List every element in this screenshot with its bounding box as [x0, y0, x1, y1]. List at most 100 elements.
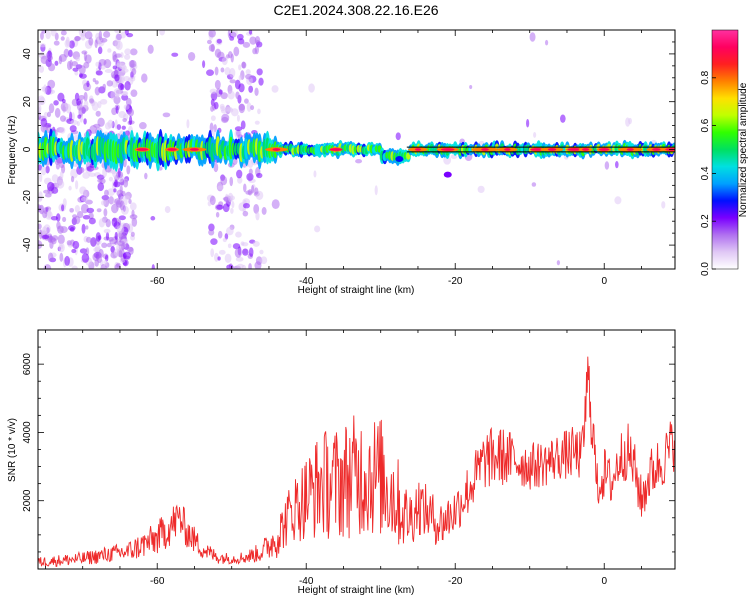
spectrogram-noise-blob — [106, 242, 112, 248]
spectrogram-noise-blob — [43, 111, 49, 119]
spectrogram-noise-blob — [248, 247, 254, 257]
spectrogram-noise-blob — [89, 98, 95, 104]
spectrogram-noise-blob — [246, 173, 254, 181]
spectrogram-noise-blob — [113, 188, 117, 193]
spectrogram-noise-blob — [209, 88, 217, 94]
spectrogram-noise-blob — [254, 87, 259, 96]
spectrogram-noise-blob — [221, 56, 228, 66]
colorbar-tick-label: 0.8 — [700, 70, 711, 84]
spectrogram-noise-blob — [47, 181, 55, 192]
spectrogram-noise-blob — [238, 74, 243, 81]
spectrogram-noise-blob — [45, 30, 51, 40]
spectrogram-noise-blob — [97, 182, 105, 192]
spectrogram-noise-blob — [230, 30, 238, 38]
spectrogram-x-tick-label: -40 — [299, 276, 314, 287]
spectrogram-hotspot-core — [504, 148, 511, 151]
spectrogram-noise-blob — [236, 33, 244, 41]
spectrogram-noise-blob — [209, 195, 216, 206]
spectrogram-noise-blob — [54, 107, 61, 118]
spectrogram-noise-blob — [83, 189, 87, 197]
snr-x-tick-label: -20 — [448, 576, 463, 587]
spectrogram-x-tick-label: -20 — [448, 276, 463, 287]
spectrogram-noise-blob — [100, 200, 106, 206]
spectrogram-noise-blob — [116, 225, 125, 234]
spectrogram-noise-blob — [214, 79, 221, 90]
spectrogram-noise-blob — [271, 85, 279, 93]
spectrogram-noise-blob — [237, 176, 243, 184]
spectrogram-noise-blob — [90, 238, 95, 247]
spectrogram-noise-blob — [355, 159, 363, 164]
spectrogram-noise-blob — [248, 85, 254, 93]
spectrogram-noise-blob — [246, 102, 252, 112]
spectrogram-noise-blob — [259, 249, 264, 255]
spectrogram-noise-blob — [100, 65, 106, 70]
spectrogram-noise-blob — [103, 228, 111, 234]
spectrogram-noise-blob — [120, 76, 124, 83]
spectrogram-noise-blob — [210, 115, 216, 121]
spectrogram-noise-blob — [220, 67, 225, 73]
spectrogram-noise-blob — [96, 208, 102, 213]
spectrogram-noise-blob — [253, 203, 260, 214]
spectrogram-noise-blob — [254, 187, 259, 195]
spectrogram-noise-blob — [72, 240, 80, 250]
spectrogram-noise-blob — [53, 100, 59, 106]
spectrogram-noise-blob — [469, 85, 473, 90]
spectrogram-noise-blob — [254, 120, 260, 125]
spectrogram-noise-blob — [41, 165, 47, 176]
spectrogram-noise-blob — [82, 172, 90, 179]
spectrogram-noise-blob — [224, 253, 232, 264]
spectrogram-noise-blob — [80, 196, 89, 202]
spectrogram-noise-blob — [98, 248, 104, 258]
spectrogram-noise-blob — [213, 101, 219, 110]
spectrogram-noise-blob — [125, 97, 132, 107]
spectrogram-noise-blob — [233, 46, 240, 57]
spectrogram-noise-blob — [110, 90, 115, 100]
spectrogram-x-label: Height of straight line (km) — [298, 285, 415, 296]
spectrogram-noise-blob — [70, 175, 75, 183]
spectrogram-noise-blob — [71, 112, 75, 121]
spectrogram-noise-blob — [98, 218, 105, 228]
spectrogram-noise-blob — [42, 234, 50, 240]
spectrogram-noise-blob — [43, 224, 51, 235]
snr-panel: -60 -40 -20 0 2000 4000 6000 Height of straigh… — [7, 329, 676, 596]
spectrogram-noise-blob — [105, 218, 111, 228]
spectrogram-noise-blob — [235, 91, 240, 100]
spectrogram-noise-blob — [78, 65, 86, 75]
spectrogram-noise-blob — [254, 261, 262, 269]
spectrogram-noise-blob — [120, 52, 124, 59]
spectrogram-noise-blob — [159, 30, 166, 36]
spectrogram-noise-blob — [236, 114, 240, 122]
spectrogram-noise-blob — [220, 92, 228, 100]
spectrogram-noise-blob — [94, 86, 101, 96]
spectrogram-noise-blob — [118, 215, 126, 221]
spectrogram-noise-blob — [560, 114, 566, 123]
spectrogram-noise-blob — [95, 110, 101, 117]
spectrogram-hotspot-core — [652, 148, 661, 151]
spectrogram-noise-blob — [128, 198, 132, 205]
spectrogram-y-tick-label: 20 — [22, 96, 33, 108]
spectrogram-noise-blob — [248, 263, 252, 269]
spectrogram-noise-blob — [217, 256, 221, 261]
spectrogram-noise-blob — [56, 179, 65, 189]
spectrogram-noise-blob — [118, 249, 123, 258]
spectrogram-noise-blob — [38, 240, 43, 249]
spectrogram-noise-blob — [45, 165, 50, 174]
spectrogram-noise-blob — [60, 30, 67, 36]
spectrogram-noise-blob — [229, 176, 234, 187]
spectrogram-noise-blob — [88, 37, 94, 46]
colorbar-tick-label: 0.4 — [700, 166, 711, 180]
spectrogram-y-tick-label: 40 — [22, 48, 33, 60]
spectrogram-noise-blob — [255, 211, 260, 221]
spectrogram-noise-blob — [531, 182, 537, 187]
spectrogram-noise-blob — [242, 210, 249, 217]
snr-ticks: -60 -40 -20 0 2000 4000 6000 — [22, 329, 675, 587]
spectrogram-noise-blob — [220, 105, 226, 112]
spectrogram-noise-blob — [131, 68, 137, 76]
spectrogram-noise-blob — [38, 204, 45, 215]
spectrogram-noise-blob — [83, 91, 88, 102]
spectrogram-noise-blob — [75, 180, 79, 190]
spectrogram-noise-blob — [218, 249, 226, 255]
spectrogram-noise-blob — [112, 51, 117, 61]
spectrogram-noise-blob — [229, 36, 235, 41]
spectrogram-noise-blob — [210, 92, 215, 100]
